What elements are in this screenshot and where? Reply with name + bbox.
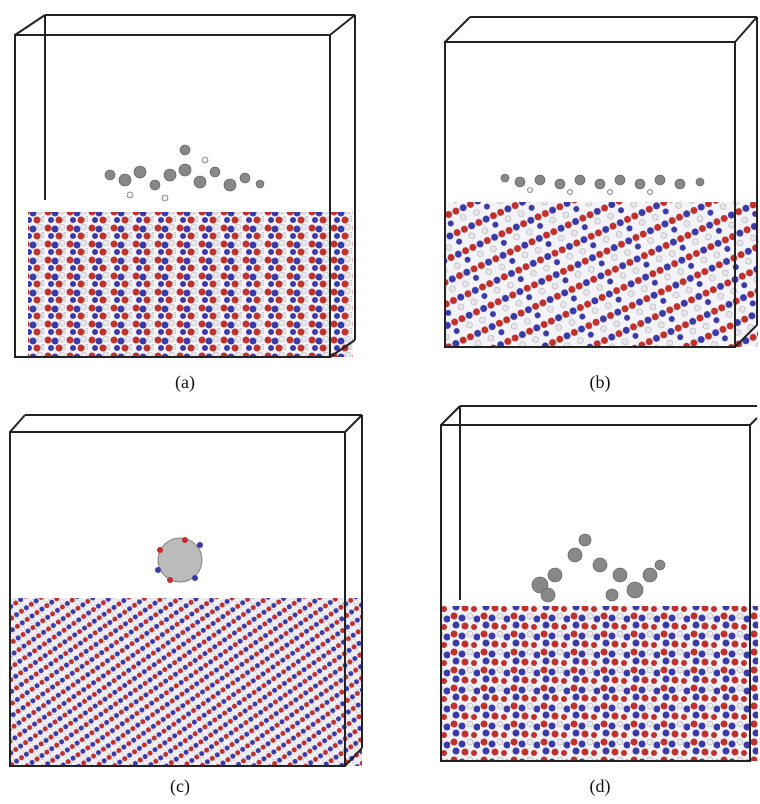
slab: [444, 202, 758, 347]
panel-d: (d): [441, 406, 758, 797]
molecule: [501, 174, 704, 195]
slab: [441, 606, 758, 761]
panel-label: (a): [175, 372, 195, 393]
panel-a: (a): [15, 15, 355, 393]
slab: [28, 212, 353, 357]
panel-label: (c): [170, 776, 190, 797]
page: (a) (b): [0, 0, 760, 804]
panel-label: (b): [590, 372, 611, 393]
molecule: [155, 537, 203, 583]
panel-label: (d): [590, 776, 611, 797]
panel-c: (c): [10, 415, 362, 797]
molecule: [105, 145, 264, 201]
molecule: [532, 534, 665, 602]
figure: (a) (b): [0, 0, 760, 804]
panel-b: (b): [444, 17, 758, 393]
slab: [10, 598, 362, 766]
